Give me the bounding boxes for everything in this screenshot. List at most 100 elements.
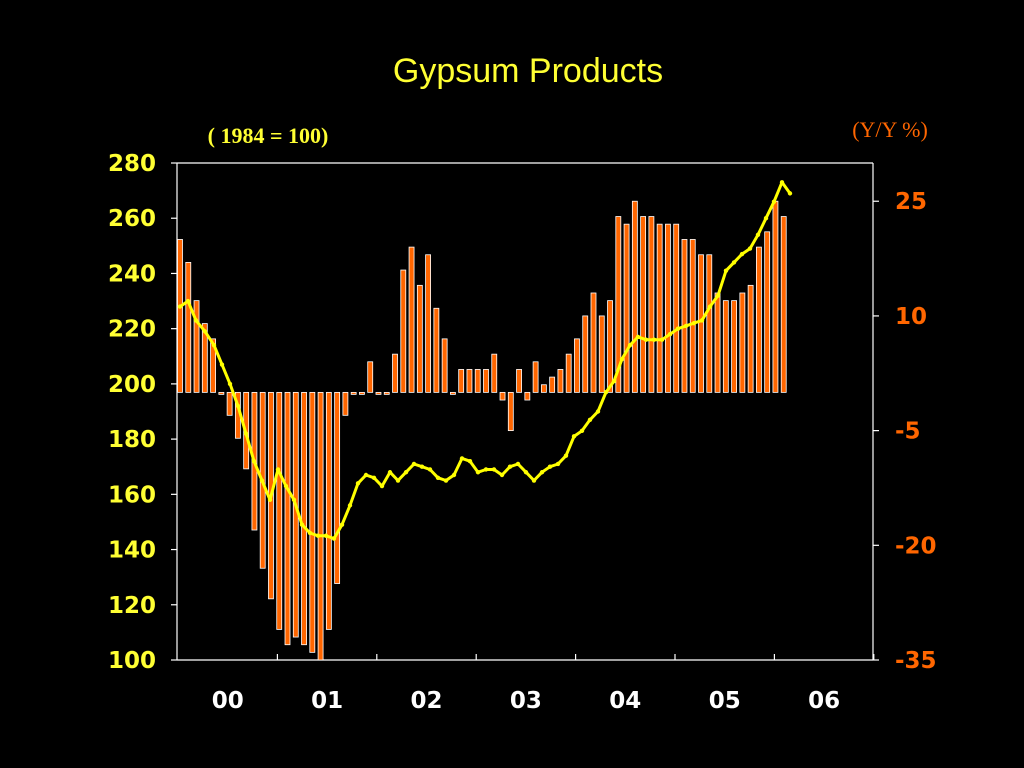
line-point xyxy=(547,464,553,469)
line-point xyxy=(363,472,369,478)
x-axis-ticks: 00 01 02 03 04 05 06 xyxy=(212,654,875,714)
plot-frame xyxy=(176,162,874,661)
bar xyxy=(284,391,291,646)
bar xyxy=(681,239,688,393)
line-point xyxy=(347,503,353,508)
line-point xyxy=(339,522,345,527)
bar xyxy=(383,391,390,395)
bar xyxy=(689,239,696,393)
line-point xyxy=(491,467,497,472)
line-point xyxy=(202,329,208,334)
left-tick-label: 280 xyxy=(108,151,156,177)
line-point xyxy=(387,470,393,475)
line-point xyxy=(787,191,793,196)
bar xyxy=(540,384,547,393)
line-point xyxy=(283,483,289,489)
line-point xyxy=(515,461,521,467)
line-point xyxy=(683,323,689,329)
chart-title: Gypsum Products xyxy=(393,52,663,90)
left-tick-label: 260 xyxy=(108,206,156,232)
x-tick-label: 00 xyxy=(212,688,244,714)
left-axis-label: ( 1984 = 100) xyxy=(208,123,329,148)
bar xyxy=(276,391,283,630)
bar xyxy=(656,223,663,393)
bar xyxy=(756,246,762,393)
bar xyxy=(317,391,324,661)
line-point xyxy=(579,428,585,434)
bar xyxy=(367,361,374,393)
line-point xyxy=(571,434,577,439)
bar xyxy=(201,323,208,393)
bar-series xyxy=(177,200,787,661)
line-point xyxy=(659,337,665,342)
line-point xyxy=(619,356,625,362)
line-point xyxy=(451,472,457,478)
bar xyxy=(342,391,349,416)
line-point xyxy=(403,470,409,475)
line-point xyxy=(531,478,537,483)
x-tick-label: 02 xyxy=(410,688,442,714)
right-tick-label: -5 xyxy=(895,419,921,445)
bar xyxy=(722,300,729,393)
line-point xyxy=(435,475,441,480)
bar xyxy=(193,300,200,393)
line-point xyxy=(771,199,777,204)
bar xyxy=(483,369,489,393)
line-point xyxy=(193,318,199,323)
bar xyxy=(218,391,225,395)
line-point xyxy=(739,251,745,257)
line-point xyxy=(755,232,761,237)
bar xyxy=(673,223,680,393)
bar xyxy=(425,254,432,393)
bar xyxy=(598,315,605,393)
bar xyxy=(731,300,737,393)
bar xyxy=(400,269,407,393)
line-point xyxy=(267,497,273,503)
right-axis-ticks: -35 -20 -5 10 25 xyxy=(873,189,937,674)
bar xyxy=(375,391,382,395)
line-point xyxy=(715,293,721,298)
bar xyxy=(433,307,440,393)
line-point xyxy=(539,470,545,475)
line-point xyxy=(315,533,321,538)
line-point xyxy=(355,481,361,486)
bar xyxy=(607,300,613,393)
line-point xyxy=(675,326,681,331)
line-point xyxy=(419,464,425,469)
bar xyxy=(392,353,398,393)
bar xyxy=(466,369,473,393)
right-tick-label: 10 xyxy=(895,304,927,330)
line-point xyxy=(667,331,673,337)
bar xyxy=(631,200,638,393)
bar xyxy=(665,223,671,393)
line-point xyxy=(643,337,649,342)
bar xyxy=(574,338,580,393)
bar xyxy=(532,361,539,393)
left-tick-label: 120 xyxy=(108,593,156,619)
bar xyxy=(582,315,589,393)
line-point xyxy=(259,478,265,483)
right-tick-label: -20 xyxy=(895,533,937,559)
line-point xyxy=(763,216,769,221)
line-point xyxy=(467,459,473,464)
bar xyxy=(334,391,341,584)
bar xyxy=(615,216,622,393)
line-point xyxy=(411,461,417,467)
bar xyxy=(359,391,365,395)
line-point xyxy=(235,403,241,409)
bar xyxy=(640,216,647,393)
bar xyxy=(772,200,779,393)
bar xyxy=(565,353,572,393)
line-point xyxy=(651,337,657,342)
bar xyxy=(441,338,448,393)
line-point xyxy=(243,431,249,436)
bar xyxy=(507,391,514,432)
line-point xyxy=(211,343,217,348)
bar xyxy=(714,292,721,393)
bar xyxy=(226,391,233,416)
line-point xyxy=(731,260,737,265)
line-point xyxy=(475,470,481,475)
line-point xyxy=(227,381,233,387)
bar xyxy=(185,261,192,393)
